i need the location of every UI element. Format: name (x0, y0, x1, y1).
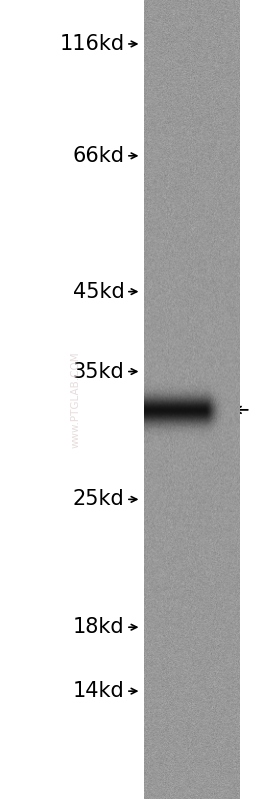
Text: 18kd: 18kd (73, 617, 125, 638)
Text: 45kd: 45kd (73, 281, 125, 302)
Text: 116kd: 116kd (59, 34, 125, 54)
Text: 35kd: 35kd (73, 361, 125, 382)
Text: 66kd: 66kd (73, 145, 125, 166)
Text: 25kd: 25kd (73, 489, 125, 510)
Text: www.PTGLAB.COM: www.PTGLAB.COM (71, 352, 81, 447)
Text: 14kd: 14kd (73, 681, 125, 702)
